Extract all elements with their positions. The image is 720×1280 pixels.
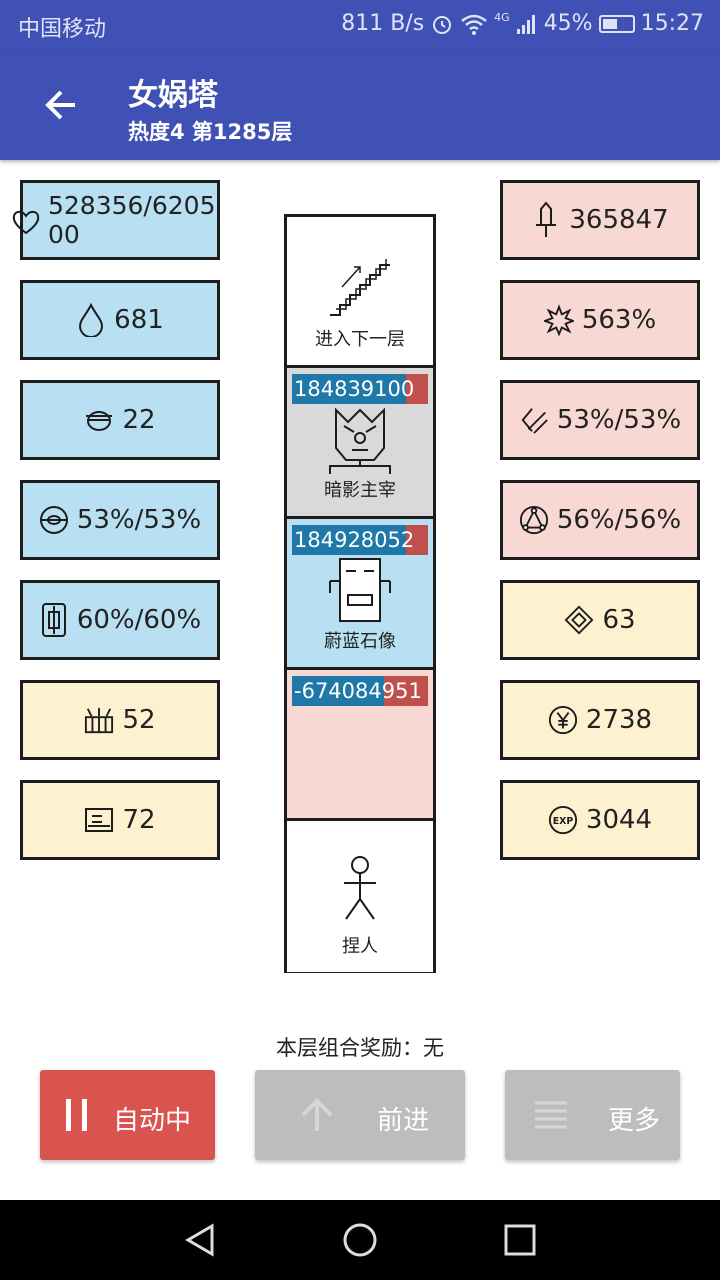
arrow-up-icon [301, 1098, 333, 1131]
tower-cell-monster[interactable]: -674084951 [287, 670, 433, 821]
stat-value: 56%/56% [556, 505, 682, 535]
tower-cell-player[interactable]: 捏人 [287, 821, 433, 972]
auto-button-label: 自动中 [112, 1106, 191, 1136]
floor-bonus: 本层组合奖励：无 [276, 1036, 444, 1060]
stat-mp: 681 [20, 280, 220, 360]
stat-pierce: 56%/56% [500, 480, 700, 560]
monster-hp: 184839100 [294, 377, 415, 401]
app-bar: 女娲塔 热度4 第1285层 [0, 50, 720, 160]
tower-cell-monster[interactable]: 184928052 蔚蓝石像 [287, 519, 433, 670]
network-speed: 811 B/s [341, 11, 425, 36]
menu-lines-icon [535, 1101, 567, 1129]
basket-icon [84, 705, 114, 735]
stat-value: 22 [122, 405, 156, 435]
stick-figure-icon [344, 856, 376, 920]
stat-crit: 53%/53% [500, 380, 700, 460]
sword-icon [531, 201, 561, 237]
status-bar: 中国移动 811 B/s 4G 45% 15:27 [0, 0, 720, 50]
shadow-lord-icon [329, 407, 391, 474]
battery-icon [598, 14, 635, 33]
stat-value: 563% [581, 305, 657, 335]
stat-card: 72 [20, 780, 220, 860]
stat-value: 681 [114, 305, 164, 335]
triangle-rune-icon [519, 505, 549, 535]
eye-orb-icon [39, 505, 69, 535]
stat-value: 2738 [585, 705, 653, 735]
stat-value: 53%/53% [556, 405, 682, 435]
stat-burst: 563% [500, 280, 700, 360]
stat-value: 72 [122, 805, 156, 835]
helmet-icon [84, 405, 114, 435]
stat-value: 63 [602, 605, 636, 635]
crit-slash-icon [519, 405, 549, 435]
player-label: 捏人 [342, 936, 378, 957]
stat-gold: 2738 [500, 680, 700, 760]
stat-bag: 52 [20, 680, 220, 760]
stairs-icon [330, 259, 390, 316]
svg-text:EXP: EXP [553, 816, 574, 827]
stat-attack: 365847 [500, 180, 700, 260]
burst-icon [543, 304, 574, 336]
monster-name: 暗影主宰 [324, 480, 396, 501]
shield-frame-icon [39, 603, 69, 637]
monster-hp-bar: 184928052 [292, 525, 428, 555]
network-type: 4G [494, 11, 510, 24]
forward-button[interactable]: 前进 [255, 1070, 465, 1160]
stat-exp: EXP 3044 [500, 780, 700, 860]
exp-icon: EXP [548, 805, 578, 835]
nav-home-icon[interactable] [342, 1222, 378, 1258]
stat-value: 528356/620500 [48, 191, 216, 249]
monster-name: 蔚蓝石像 [324, 631, 396, 652]
azure-statue-icon [329, 558, 391, 622]
arrow-left-icon [45, 90, 75, 120]
page-subtitle: 热度4 第1285层 [128, 120, 293, 144]
battery-percent: 45% [543, 11, 593, 36]
status-icons: 811 B/s 4G 45% 15:27 [341, 11, 704, 36]
stat-dodge: 53%/53% [20, 480, 220, 560]
pause-icon [66, 1099, 87, 1131]
monster-hp-bar: 184839100 [292, 374, 428, 404]
stat-block: 60%/60% [20, 580, 220, 660]
water-drop-icon [76, 303, 106, 337]
monster-hp-bar: -674084951 [292, 676, 428, 706]
clock: 15:27 [640, 11, 704, 36]
stat-hp: 528356/620500 [12, 180, 220, 260]
stat-gem: 63 [500, 580, 700, 660]
page-title: 女娲塔 [128, 78, 218, 113]
stat-value: 52 [122, 705, 156, 735]
monster-hp: -674084951 [294, 679, 422, 703]
more-button-label: 更多 [607, 1106, 660, 1136]
yen-coin-icon [548, 705, 578, 735]
heart-icon [12, 210, 40, 235]
stat-value: 60%/60% [76, 605, 202, 635]
stat-value: 365847 [569, 205, 669, 235]
tower-column: 进入下一层 184839100 暗影主宰 184928052 蔚蓝石像 -674… [284, 214, 436, 973]
stat-value: 53%/53% [76, 505, 202, 535]
stairs-label: 进入下一层 [315, 329, 405, 350]
alarm-icon [433, 15, 452, 34]
tower-cell-stairs[interactable]: 进入下一层 [287, 217, 433, 368]
card-icon [84, 805, 114, 835]
nav-recents-icon[interactable] [502, 1222, 538, 1258]
more-button[interactable]: 更多 [505, 1070, 680, 1160]
carrier-name: 中国移动 [18, 17, 107, 42]
stat-value: 3044 [585, 805, 653, 835]
diamond-gem-icon [564, 605, 594, 635]
back-button[interactable] [40, 84, 82, 126]
wifi-icon [461, 14, 487, 35]
tower-cell-monster[interactable]: 184839100 暗影主宰 [287, 368, 433, 519]
system-nav-bar [0, 1200, 720, 1280]
auto-button[interactable]: 自动中 [40, 1070, 215, 1160]
forward-button-label: 前进 [376, 1106, 429, 1136]
signal-icon [516, 14, 535, 34]
monster-hp: 184928052 [294, 528, 415, 552]
nav-back-icon[interactable] [182, 1222, 218, 1258]
stat-defense: 22 [20, 380, 220, 460]
